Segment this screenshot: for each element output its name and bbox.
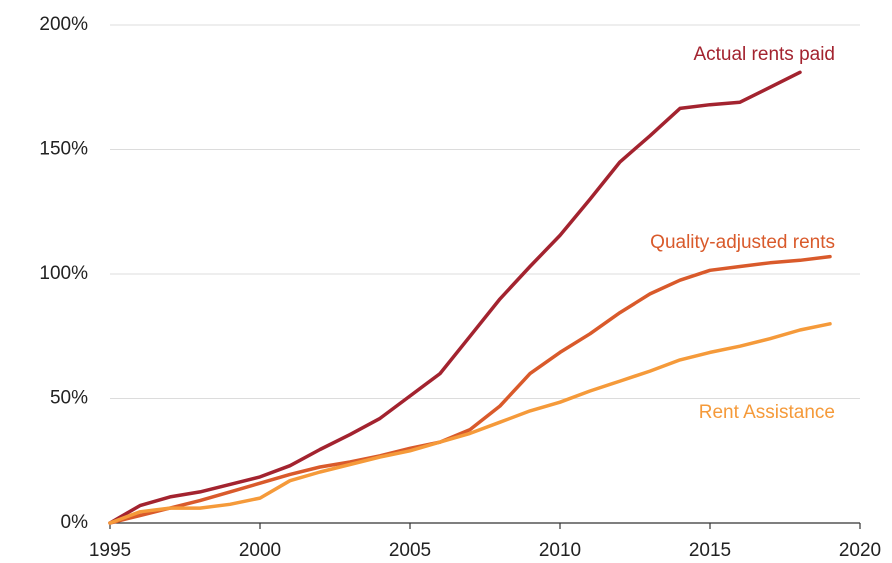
x-tick-label: 1995	[89, 540, 131, 561]
y-tick-label: 0%	[61, 512, 89, 533]
series-line	[108, 254, 832, 525]
series-line	[108, 322, 832, 525]
y-tick-label: 200%	[39, 14, 88, 35]
x-tick-label: 2015	[689, 540, 731, 561]
x-tick-label: 2020	[839, 540, 881, 561]
series-label: Quality-adjusted rents	[650, 232, 835, 253]
series-label: Actual rents paid	[693, 44, 835, 65]
x-tick-label: 2010	[539, 540, 581, 561]
series-label: Rent Assistance	[699, 402, 835, 423]
x-tick-label: 2005	[389, 540, 431, 561]
y-tick-label: 100%	[39, 263, 88, 284]
y-tick-label: 150%	[39, 139, 88, 160]
series-line	[108, 70, 802, 525]
y-tick-label: 50%	[50, 388, 88, 409]
x-tick-label: 2000	[239, 540, 281, 561]
